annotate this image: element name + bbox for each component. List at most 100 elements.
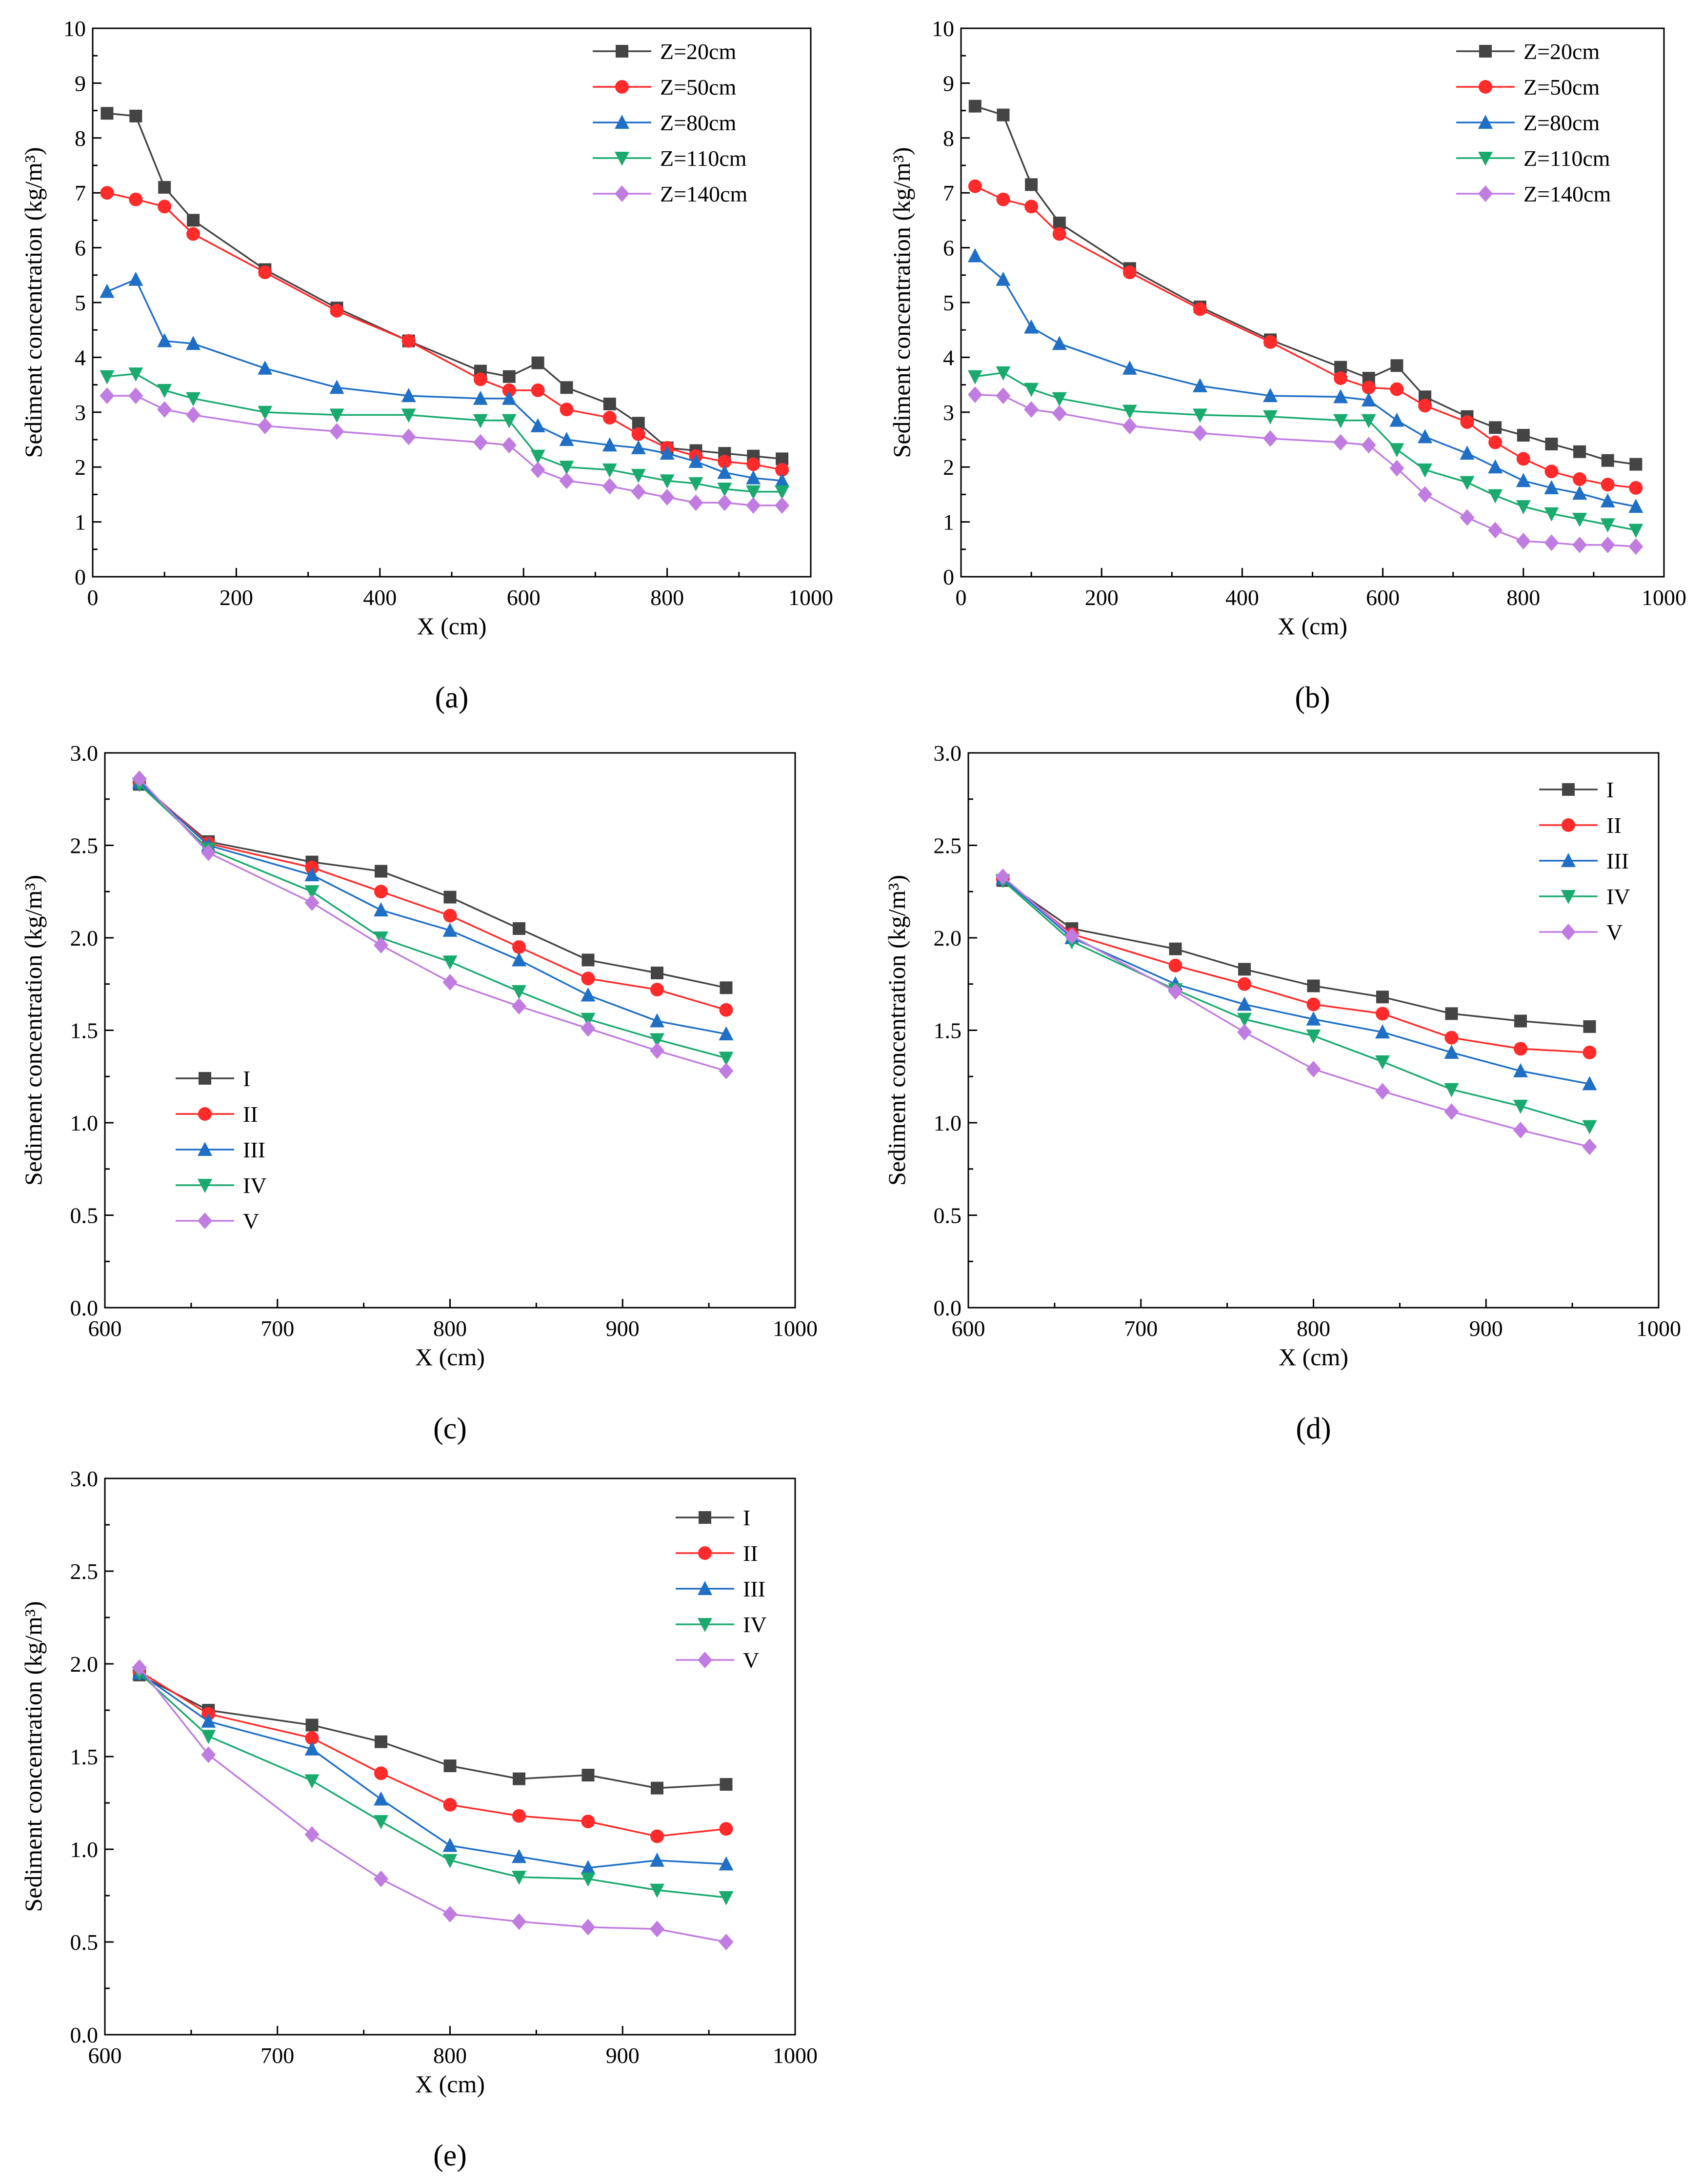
y-tick-label: 1.5: [70, 1744, 99, 1769]
data-point: [128, 271, 143, 286]
data-point: [603, 397, 616, 410]
data-point: [631, 440, 646, 454]
data-point: [650, 1883, 664, 1898]
data-point: [442, 973, 458, 991]
data-point: [304, 1774, 320, 1789]
y-tick-label: 3.0: [70, 1466, 99, 1491]
legend-swatch-marker: [699, 1511, 711, 1524]
series-line-3: [106, 279, 782, 482]
series-line-1: [139, 1674, 726, 1789]
data-point: [650, 1852, 664, 1867]
x-axis-title: X (cm): [417, 612, 487, 640]
data-point: [1375, 1055, 1390, 1070]
series-line-1: [1002, 880, 1590, 1028]
data-point: [1583, 1020, 1596, 1033]
data-point: [631, 469, 646, 484]
legend-swatch-marker: [616, 45, 628, 58]
legend-swatch-marker: [1479, 80, 1492, 94]
panel-label: (e): [433, 2139, 467, 2172]
data-point: [1514, 1042, 1527, 1056]
data-point: [158, 181, 171, 194]
data-point: [329, 423, 344, 440]
data-point: [132, 1659, 147, 1676]
series-line-1: [139, 784, 726, 989]
x-tick-label: 600: [952, 1316, 985, 1341]
x-tick-label: 1000: [1642, 585, 1686, 610]
data-point: [1361, 392, 1376, 407]
data-point: [531, 383, 545, 397]
legend-label: Z=140cm: [1523, 182, 1611, 206]
data-point: [719, 1003, 733, 1017]
data-point: [1168, 983, 1183, 1000]
data-point: [443, 1759, 457, 1772]
series-line-5: [1002, 876, 1590, 1148]
data-point: [1460, 476, 1475, 490]
data-point: [1334, 371, 1348, 385]
panel-label: (b): [1295, 681, 1330, 714]
series-line-2: [1002, 878, 1590, 1053]
data-point: [719, 1934, 734, 1950]
legend-swatch-marker: [1478, 185, 1493, 202]
series-line-3: [974, 255, 1636, 507]
y-tick-label: 2: [75, 455, 86, 480]
data-point: [513, 922, 525, 935]
legend-swatch-marker: [615, 152, 629, 166]
data-point: [1306, 1029, 1321, 1044]
x-tick-label: 200: [220, 585, 253, 610]
data-point: [187, 214, 200, 227]
data-point: [650, 1013, 664, 1028]
data-point: [602, 478, 617, 495]
series-line-4: [1002, 880, 1590, 1128]
y-tick-label: 2.0: [70, 1652, 99, 1677]
y-tick-label: 2.0: [70, 926, 99, 950]
data-point: [1052, 336, 1067, 350]
legend-label: I: [243, 1066, 250, 1091]
legend-label: V: [743, 1648, 759, 1673]
x-tick-label: 900: [1469, 1316, 1503, 1341]
data-point: [560, 381, 573, 394]
data-point: [1444, 1031, 1459, 1045]
data-point: [968, 100, 982, 113]
data-point: [442, 1838, 458, 1852]
x-tick-label: 600: [88, 2043, 122, 2068]
data-point: [1628, 538, 1643, 555]
data-point: [129, 192, 143, 206]
legend-label: IV: [243, 1173, 267, 1198]
data-point: [688, 477, 703, 491]
data-point: [775, 485, 790, 500]
data-point: [1444, 1083, 1459, 1097]
data-point: [1444, 1044, 1459, 1059]
data-point: [100, 107, 114, 120]
x-tick-label: 1000: [1636, 1316, 1681, 1341]
legend-label: Z=110cm: [1523, 146, 1610, 171]
legend-swatch-marker: [1561, 890, 1576, 904]
legend-swatch-marker: [698, 1618, 712, 1632]
data-point: [559, 432, 574, 446]
data-point: [1389, 412, 1404, 427]
y-tick-label: 8: [75, 126, 86, 151]
data-point: [129, 109, 142, 122]
y-tick-label: 2.0: [934, 926, 962, 950]
y-tick-label: 7: [943, 181, 954, 205]
legend-swatch-marker: [615, 185, 629, 202]
data-point: [374, 1815, 388, 1829]
data-point: [746, 485, 761, 500]
panel-label: (d): [1296, 1412, 1331, 1445]
data-point: [1514, 1014, 1527, 1028]
data-point: [1418, 429, 1433, 444]
data-point: [374, 1791, 388, 1806]
data-point: [304, 867, 320, 882]
y-tick-label: 10: [63, 16, 86, 41]
series-line-2: [139, 782, 726, 1011]
data-point: [1306, 1061, 1321, 1078]
data-point: [1629, 481, 1643, 495]
y-tick-label: 6: [943, 236, 954, 261]
data-point: [581, 1020, 596, 1037]
data-point: [1263, 335, 1278, 349]
data-point: [1169, 942, 1182, 955]
data-point: [581, 1815, 595, 1828]
legend-label: V: [1606, 920, 1623, 945]
panel-label: (c): [433, 1412, 467, 1445]
data-point: [746, 470, 761, 485]
legend-swatch-marker: [698, 1652, 712, 1668]
